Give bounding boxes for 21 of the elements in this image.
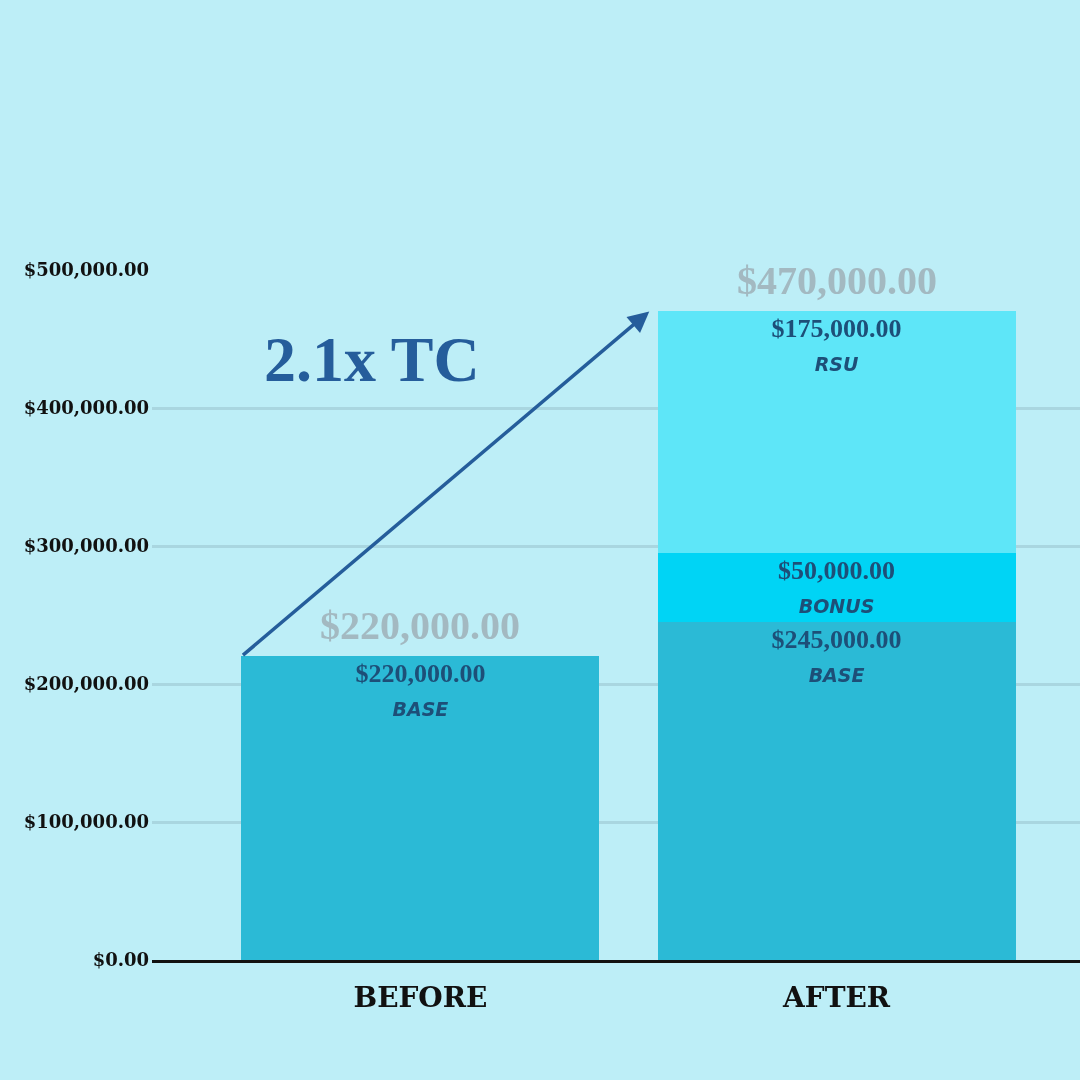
bar bbox=[657, 552, 1016, 622]
series-label: BASE bbox=[392, 698, 449, 721]
y-tick-label: $100,000.00 bbox=[23, 811, 149, 833]
y-tick-label: $200,000.00 bbox=[23, 673, 149, 695]
bar bbox=[657, 311, 1016, 553]
data-label: $220,000.00 bbox=[355, 659, 486, 689]
bar bbox=[657, 621, 1016, 960]
y-tick-label: $500,000.00 bbox=[23, 259, 149, 281]
text: BASE bbox=[808, 663, 865, 686]
y-tick-label: $0.00 bbox=[92, 949, 149, 971]
series-label: BONUS bbox=[798, 594, 875, 617]
x-tick-label: AFTER bbox=[782, 980, 891, 1014]
data-label: $245,000.00 bbox=[771, 624, 902, 654]
y-tick-label: $300,000.00 bbox=[23, 535, 149, 557]
x-tick-label: BEFORE bbox=[353, 980, 488, 1014]
series-label: RSU bbox=[814, 353, 859, 376]
y-tick-label: $400,000.00 bbox=[23, 397, 149, 419]
annotation: 2.1x TC bbox=[264, 324, 480, 395]
bar bbox=[241, 656, 600, 960]
data-label: $50,000.00 bbox=[778, 555, 896, 585]
data-label: $175,000.00 bbox=[771, 314, 902, 344]
